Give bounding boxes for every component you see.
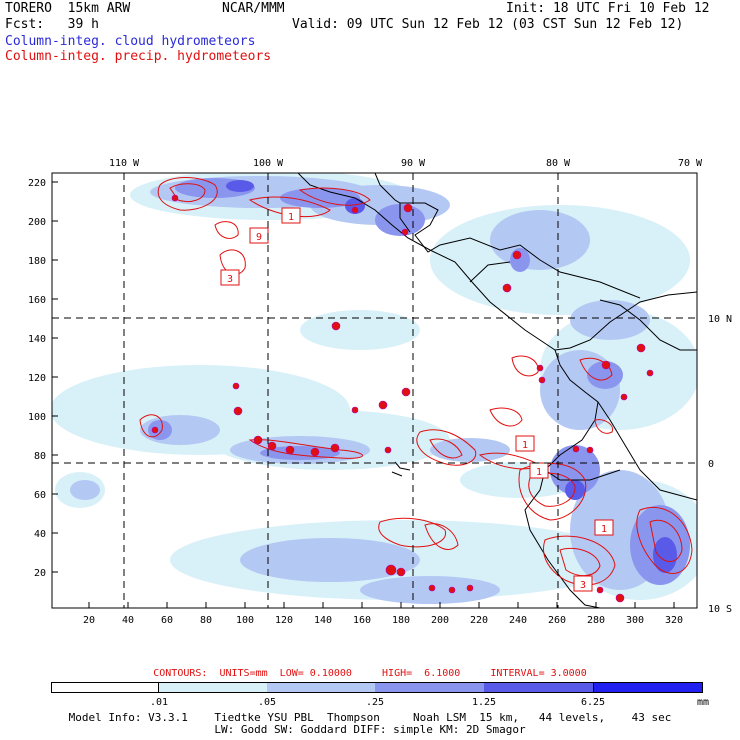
field-title-precip: Column-integ. precip. hydrometeors (5, 49, 272, 64)
y-tick-label: 180 (28, 256, 46, 267)
contour-label: 1 (522, 440, 528, 451)
contour-label: 9 (256, 232, 262, 243)
longitude-labels: 110 W 100 W 90 W 80 W 70 W (109, 158, 703, 169)
y-tick-label: 40 (34, 529, 46, 540)
colorbar-label: .25 (365, 697, 385, 708)
x-tick-label: 240 (509, 615, 527, 626)
coastline (297, 173, 697, 608)
x-tick-label: 100 (236, 615, 254, 626)
colorbar-label: 6.25 (580, 697, 606, 708)
y-tick-label: 20 (34, 568, 46, 579)
lon-label: 90 W (401, 158, 426, 169)
lat-label: 10 S (708, 604, 732, 615)
y-tick-label: 60 (34, 490, 46, 501)
lon-label: 100 W (253, 158, 284, 169)
contour-label-boxes (220, 207, 614, 592)
x-tick-label: 80 (200, 615, 212, 626)
precip-cores (151, 194, 654, 603)
colorbar-bin-5 (593, 682, 703, 693)
y-tick-label: 220 (28, 178, 46, 189)
contour-info: CONTOURS: UNITS=mm LOW= 0.10000 HIGH= 6.… (153, 668, 587, 679)
lon-label: 80 W (546, 158, 571, 169)
colorbar-bin-4 (484, 682, 593, 693)
lon-label: 110 W (109, 158, 140, 169)
x-tick-label: 140 (314, 615, 332, 626)
y-tick-label: 120 (28, 373, 46, 384)
colorbar-bin-0 (51, 682, 159, 693)
colorbar-label: .01 (149, 697, 169, 708)
x-tick-label: 220 (470, 615, 488, 626)
field-title-cloud: Column-integ. cloud hydrometeors (5, 34, 256, 49)
colorbar-bin-3 (375, 682, 484, 693)
x-tick-label: 180 (392, 615, 410, 626)
contour-label: 3 (227, 274, 233, 285)
lat-label: 10 N (708, 314, 732, 325)
y-axis-labels: 220 200 180 160 140 120 100 80 60 40 20 (28, 178, 46, 579)
x-tick-label: 60 (161, 615, 173, 626)
colorbar-bin-1 (159, 682, 267, 693)
axis-ticks (52, 181, 675, 608)
contour-label: 1 (601, 524, 607, 535)
colorbar-label: .05 (257, 697, 277, 708)
x-tick-label: 40 (122, 615, 134, 626)
x-tick-label: 280 (587, 615, 605, 626)
valid-time: Valid: 09 UTC Sun 12 Feb 12 (03 CST Sun … (292, 17, 684, 32)
organization: NCAR/MMM (222, 1, 285, 16)
contour-label: 1 (536, 467, 542, 478)
model-name: TORERO 15km ARW (5, 1, 131, 16)
x-axis-labels: 20 40 60 80 100 120 140 160 180 200 220 … (83, 615, 683, 626)
contour-label: 1 (288, 212, 294, 223)
x-tick-label: 320 (665, 615, 683, 626)
y-tick-label: 80 (34, 451, 46, 462)
x-tick-label: 120 (275, 615, 293, 626)
graticule (52, 173, 697, 608)
forecast-hour: Fcst: 39 h (5, 17, 99, 32)
precip-contours (139, 177, 693, 586)
map-frame (51, 172, 698, 609)
contour-label-text: 1 9 3 1 1 1 3 (227, 212, 607, 591)
lon-label: 70 W (678, 158, 703, 169)
x-tick-label: 300 (626, 615, 644, 626)
model-info: Model Info: V3.3.1 Tiedtke YSU PBL Thomp… (68, 711, 672, 724)
y-tick-label: 160 (28, 295, 46, 306)
init-time: Init: 18 UTC Fri 10 Feb 12 (506, 1, 710, 16)
cloud-hydrometeor-shading (52, 173, 697, 604)
y-tick-label: 200 (28, 217, 46, 228)
y-tick-label: 140 (28, 334, 46, 345)
x-tick-label: 200 (431, 615, 449, 626)
x-tick-label: 20 (83, 615, 95, 626)
lat-label: 0 (708, 459, 714, 470)
latitude-labels: 10 N 0 10 S (708, 314, 732, 615)
x-tick-label: 160 (353, 615, 371, 626)
x-tick-label: 260 (548, 615, 566, 626)
contour-label: 3 (580, 580, 586, 591)
colorbar-bin-2 (267, 682, 375, 693)
y-tick-label: 100 (28, 412, 46, 423)
colorbar-units: mm (696, 697, 710, 708)
model-physics: LW: Godd SW: Goddard DIFF: simple KM: 2D… (214, 723, 526, 736)
colorbar-label: 1.25 (471, 697, 497, 708)
